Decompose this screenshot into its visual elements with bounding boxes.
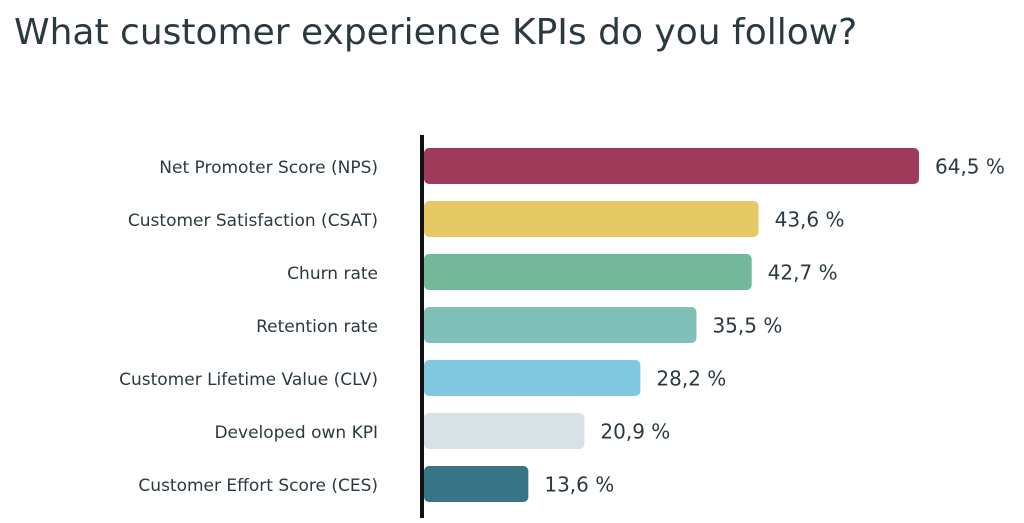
value-label: 13,6 % [544,473,614,497]
value-label: 43,6 % [775,208,845,232]
category-label: Customer Satisfaction (CSAT) [128,211,378,231]
category-label: Customer Effort Score (CES) [138,476,378,496]
bar [424,360,641,396]
value-label: 42,7 % [768,261,838,285]
category-label: Customer Lifetime Value (CLV) [119,370,378,390]
bar [424,148,919,184]
bar [424,201,759,237]
bar [424,254,752,290]
value-label: 28,2 % [656,367,726,391]
bar [424,413,585,449]
category-label: Churn rate [287,264,378,284]
bar [424,466,529,502]
value-label: 35,5 % [712,314,782,338]
chart-title: What customer experience KPIs do you fol… [14,12,857,53]
value-label: 20,9 % [600,420,670,444]
category-label: Net Promoter Score (NPS) [159,158,378,178]
category-label: Retention rate [256,317,378,337]
value-label: 64,5 % [935,155,1005,179]
category-label: Developed own KPI [214,423,378,443]
bar [424,307,697,343]
